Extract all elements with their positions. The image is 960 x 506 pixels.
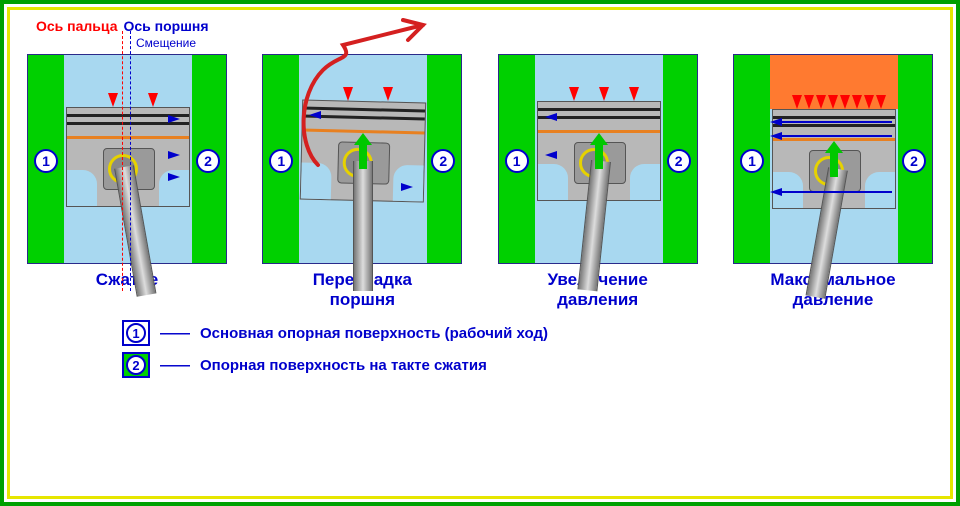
inner-frame: Ось пальца Ось поршня Смещение 12Сжатие1… xyxy=(7,7,953,499)
chamber xyxy=(770,55,898,263)
side-force-arrow-icon xyxy=(168,151,180,159)
label-pin-axis: Ось пальца xyxy=(36,18,117,34)
badge-1: 1 xyxy=(505,149,529,173)
side-force-arrow-icon xyxy=(770,188,782,196)
badge-1: 1 xyxy=(34,149,58,173)
cylinder-compression: 12 xyxy=(27,54,227,264)
pressure-arrow-icon xyxy=(876,95,886,109)
panel-caption: Максимальноедавление xyxy=(770,270,895,310)
pressure-arrow-icon xyxy=(792,95,802,109)
pressure-arrow-icon xyxy=(852,95,862,109)
legend: 1 —— Основная опорная поверхность (рабочий… xyxy=(122,320,938,378)
panels-row: 12Сжатие12Перекладкапоршня12Увеличениеда… xyxy=(22,54,938,310)
piston-ring xyxy=(303,115,425,121)
pressure-arrow-icon xyxy=(864,95,874,109)
legend-badge: 1 xyxy=(122,320,150,346)
piston-axis-line xyxy=(130,31,131,291)
side-force-arrow-icon xyxy=(309,111,321,119)
badge-2: 2 xyxy=(196,149,220,173)
side-force-arrow-icon xyxy=(168,173,180,181)
badge-2: 2 xyxy=(902,149,926,173)
pressure-arrow-icon xyxy=(599,87,609,101)
skirt-cutout xyxy=(865,172,895,208)
pressure-arrow-icon xyxy=(816,95,826,109)
pressure-arrow-icon xyxy=(569,87,579,101)
skirt-cutout xyxy=(67,170,97,206)
panel-shifting: 12Перекладкапоршня xyxy=(257,54,467,310)
side-force-arrow-icon xyxy=(168,115,180,123)
cylinder-shifting: 12 xyxy=(262,54,462,264)
side-force-line xyxy=(776,191,892,193)
panel-max-pressure: 12Максимальноедавление xyxy=(728,54,938,310)
side-force-arrow-icon xyxy=(401,183,413,191)
legend-dash: —— xyxy=(160,325,190,342)
pressure-arrow-icon xyxy=(828,95,838,109)
pressure-arrow-icon xyxy=(804,95,814,109)
legend-text: Основная опорная поверхность (рабочий хо… xyxy=(200,325,548,342)
side-force-arrow-icon xyxy=(545,113,557,121)
legend-row: 1 —— Основная опорная поверхность (рабочий… xyxy=(122,320,938,346)
piston-ring xyxy=(773,116,895,119)
piston-ring xyxy=(538,108,660,111)
pressure-arrow-icon xyxy=(383,87,393,101)
chamber xyxy=(64,55,192,263)
side-force-arrow-icon xyxy=(545,151,557,159)
combustion-area xyxy=(64,55,192,107)
badge-2: 2 xyxy=(667,149,691,173)
side-force-line xyxy=(776,121,892,123)
pressure-arrow-icon xyxy=(840,95,850,109)
piston-ring xyxy=(303,107,425,113)
side-force-line xyxy=(776,135,892,137)
chamber xyxy=(535,55,663,263)
cylinder-max-pressure: 12 xyxy=(733,54,933,264)
chamber xyxy=(299,55,427,263)
pressure-arrow-icon xyxy=(148,93,158,107)
piston-ring xyxy=(67,136,189,139)
force-up-arrow-icon xyxy=(830,151,838,177)
pin-axis-line xyxy=(122,31,123,291)
legend-text: Опорная поверхность на такте сжатия xyxy=(200,357,487,374)
force-up-arrow-icon xyxy=(359,143,367,169)
force-up-arrow-icon xyxy=(595,143,603,169)
label-offset: Смещение xyxy=(136,36,938,50)
legend-row: 2 —— Опорная поверхность на такте сжатия xyxy=(122,352,938,378)
legend-badge-number: 2 xyxy=(126,355,146,375)
side-force-arrow-icon xyxy=(770,132,782,140)
skirt-cutout xyxy=(538,164,568,200)
pressure-arrow-icon xyxy=(629,87,639,101)
legend-badge: 2 xyxy=(122,352,150,378)
connecting-rod xyxy=(353,161,373,291)
label-piston-axis: Ось поршня xyxy=(123,18,208,34)
top-axis-labels: Ось пальца Ось поршня xyxy=(36,18,938,34)
panel-compression: 12Сжатие xyxy=(22,54,232,310)
skirt-cutout xyxy=(630,164,660,200)
panel-pressure-increase: 12Увеличениедавления xyxy=(493,54,703,310)
legend-badge-number: 1 xyxy=(126,323,146,343)
pressure-arrow-icon xyxy=(343,87,353,101)
combustion-area xyxy=(299,55,427,101)
pressure-arrow-icon xyxy=(108,93,118,107)
cylinder-pressure-increase: 12 xyxy=(498,54,698,264)
legend-dash: —— xyxy=(160,357,190,374)
outer-frame: Ось пальца Ось поршня Смещение 12Сжатие1… xyxy=(0,0,960,506)
badge-1: 1 xyxy=(740,149,764,173)
skirt-cutout xyxy=(301,163,332,200)
piston-ring xyxy=(773,124,895,127)
side-force-arrow-icon xyxy=(770,118,782,126)
